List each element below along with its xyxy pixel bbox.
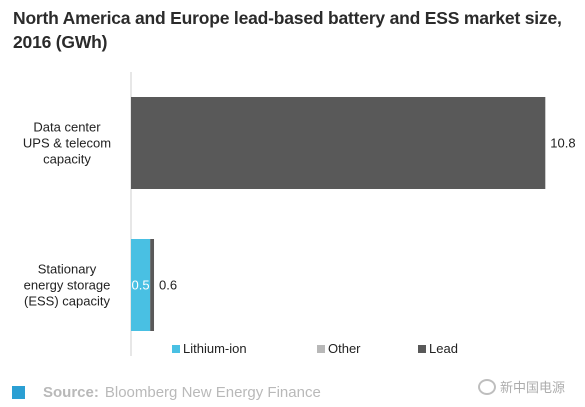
segment-label: 0.5 — [132, 278, 150, 293]
watermark-text: 新中国电源 — [500, 380, 566, 395]
bar-lead — [150, 239, 155, 331]
category-label: Data center UPS & telecom capacity — [23, 120, 111, 167]
source-square-icon — [12, 385, 25, 399]
bar-lead — [131, 97, 546, 189]
source-name: Bloomberg New Energy Finance — [104, 383, 321, 401]
source-prefix: Source: — [43, 383, 99, 401]
total-value-label: 10.8 — [550, 136, 575, 151]
source-footer: Source: Bloomberg New Energy Finance — [12, 382, 321, 402]
total-value-label: 0.6 — [159, 278, 177, 293]
legend-label: Lead — [429, 341, 458, 356]
legend-swatch — [317, 345, 325, 353]
bar-lithium-ion — [131, 239, 151, 331]
category-label: Stationary energy storage (ESS) capacity — [24, 262, 111, 309]
legend-swatch — [418, 345, 426, 353]
legend: Lithium-ion Other Lead — [172, 341, 458, 356]
wechat-icon — [478, 378, 496, 395]
source-text: Source: Bloomberg New Energy Finance — [43, 384, 321, 401]
watermark: 新中国电源 — [478, 377, 565, 396]
category-labels: Data center UPS & telecom capacity Stationa… — [23, 120, 111, 309]
legend-label: Lithium-ion — [183, 341, 247, 356]
chart-title: North America and Europe lead-based batt… — [13, 8, 562, 52]
legend-label: Other — [328, 341, 361, 356]
data-labels-group: 10.8 0.5 0.6 — [132, 136, 576, 293]
bars-group — [131, 97, 546, 331]
legend-swatch — [172, 345, 180, 353]
